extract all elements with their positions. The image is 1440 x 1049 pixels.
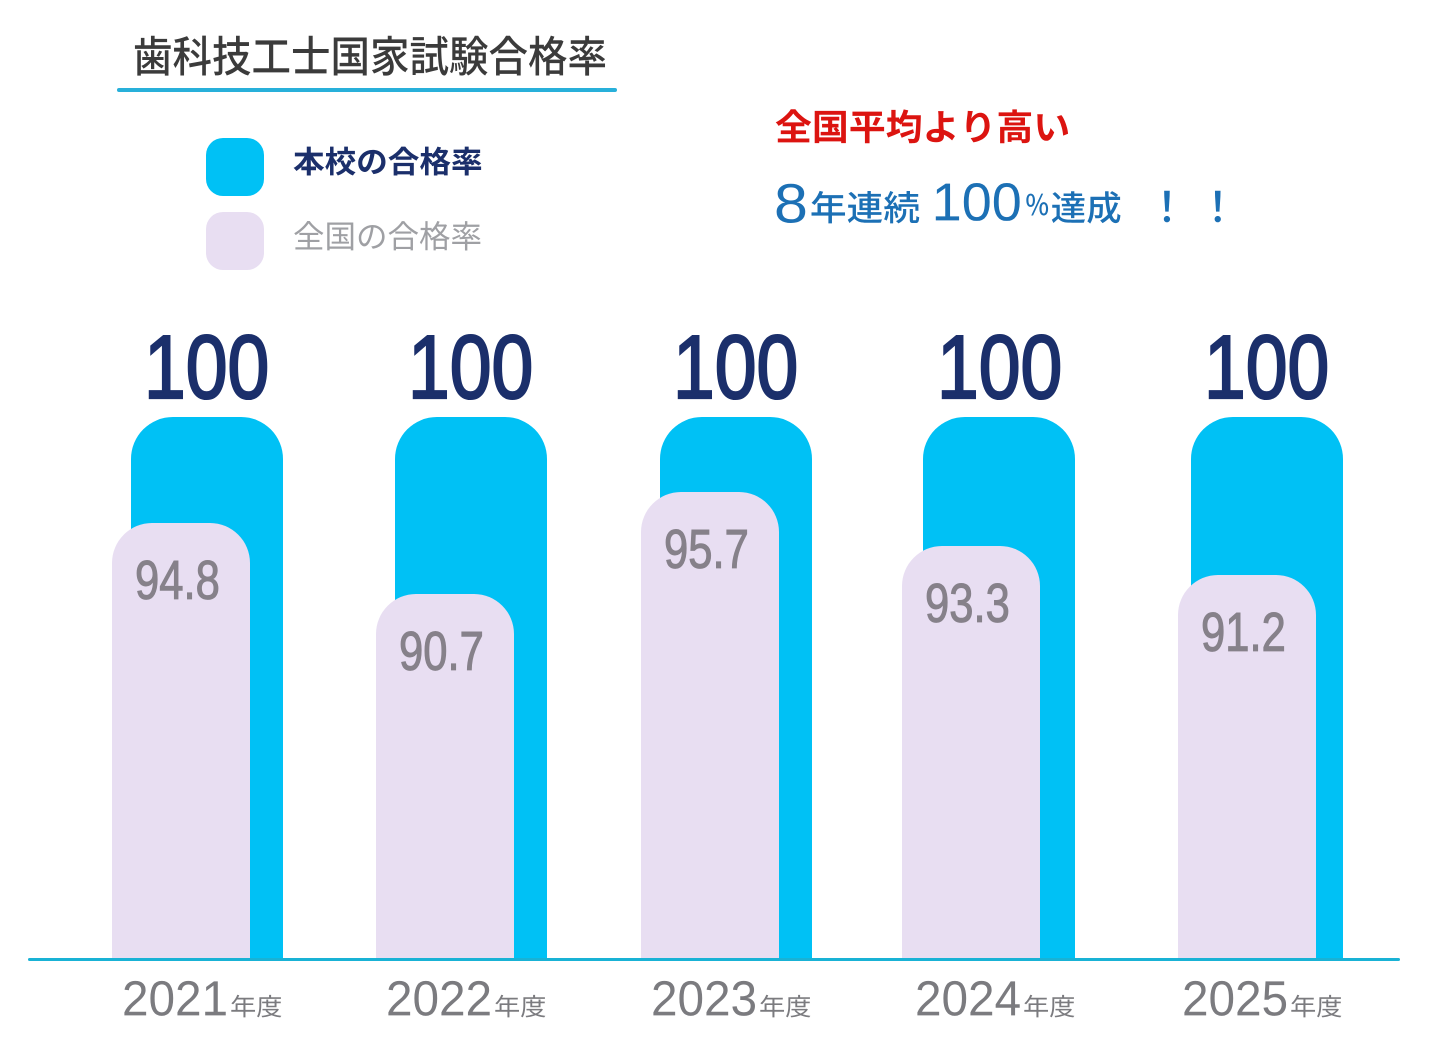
legend-label-national: 全国の合格率 <box>293 216 482 257</box>
year-label-2022: 2022年度 <box>386 966 547 1030</box>
bar-national-2024[interactable] <box>902 546 1040 960</box>
callout-line2: 8年連続100％達成！！ <box>774 165 1248 237</box>
year-label-2025: 2025年度 <box>1182 966 1343 1030</box>
bar-national-2025[interactable] <box>1178 575 1316 960</box>
year-label-2021: 2021年度 <box>122 966 283 1030</box>
school-value-label-2025: 100 <box>1204 308 1329 425</box>
bar-national-2023[interactable] <box>641 492 779 960</box>
legend-item-national[interactable]: 全国の合格率 <box>206 212 486 270</box>
school-value-label-2024: 100 <box>937 308 1062 425</box>
x-axis-line <box>28 957 1400 962</box>
year-label-2023: 2023年度 <box>651 966 812 1030</box>
callout-line1: 全国平均より高い <box>775 104 1070 151</box>
bar-national-2022[interactable] <box>375 594 514 960</box>
legend-item-school[interactable]: 本校の合格率 <box>206 138 486 196</box>
legend-label-school: 本校の合格率 <box>293 142 483 182</box>
national-swatch <box>206 212 264 270</box>
school-value-label-2021: 100 <box>144 308 269 425</box>
year-label-2024: 2024年度 <box>915 966 1076 1030</box>
bar-national-2021[interactable] <box>112 523 250 960</box>
school-value-label-2023: 100 <box>673 308 798 425</box>
title-underline <box>117 88 617 92</box>
school-swatch <box>206 138 264 196</box>
chart-title: 歯科技工士国家試験合格率 <box>133 29 607 85</box>
school-value-label-2022: 100 <box>408 308 533 425</box>
